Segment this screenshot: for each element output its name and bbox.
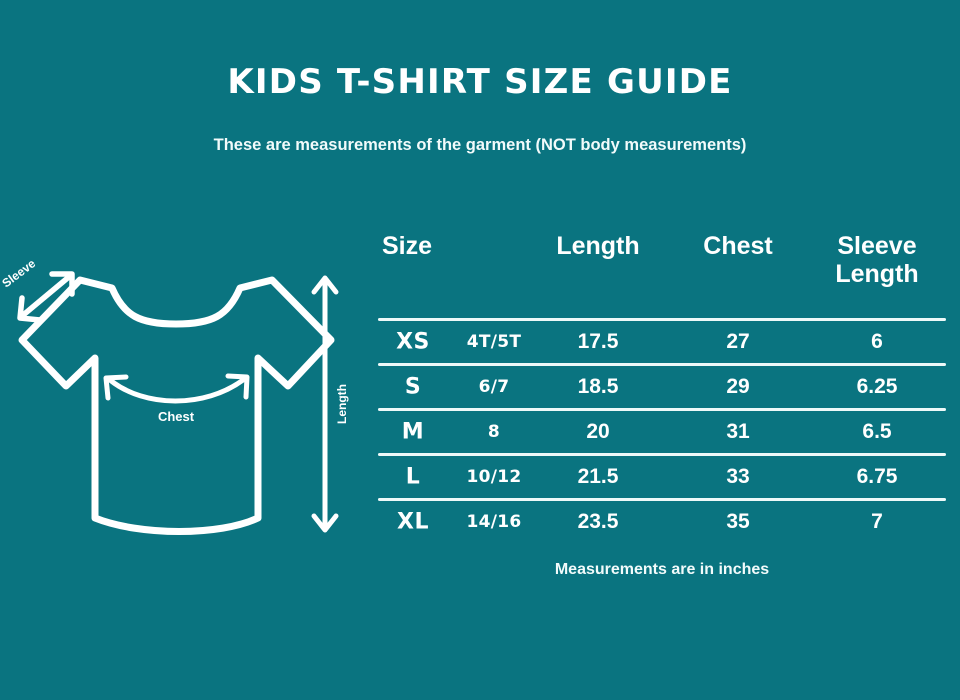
chest-label: Chest: [158, 409, 195, 424]
table-row: S 6/7 18.5 29 6.25: [378, 366, 946, 409]
table-row: L 10/12 21.5 33 6.75: [378, 456, 946, 499]
column-header-sleeve-length: Sleeve Length: [835, 232, 919, 288]
cell-alt-size: 4T/5T: [466, 331, 522, 352]
sleeve-arrow-icon: [17, 271, 75, 323]
length-arrow-icon: [311, 275, 339, 533]
table-divider: [378, 453, 946, 456]
cell-chest: 35: [726, 510, 750, 534]
cell-sleeve-length: 7: [871, 510, 883, 534]
cell-length: 23.5: [577, 510, 619, 534]
cell-size: S: [404, 374, 422, 400]
cell-chest: 27: [726, 329, 750, 353]
column-header-size: Size: [382, 232, 433, 260]
cell-alt-size: 14/16: [466, 512, 522, 533]
cell-chest: 31: [726, 420, 750, 444]
table-row: M 8 20 31 6.5: [378, 411, 946, 454]
cell-size: L: [405, 464, 421, 490]
chest-arrow-icon: [103, 373, 250, 404]
cell-sleeve-length: 6.75: [856, 465, 898, 489]
column-header-chest: Chest: [703, 232, 773, 260]
table-divider: [378, 318, 946, 321]
page-title: KIDS T-SHIRT SIZE GUIDE: [227, 62, 733, 102]
table-body: XS 4T/5T 17.5 27 6 S 6/7 18.5 29 6.25 M …: [378, 318, 946, 543]
table-divider: [378, 363, 946, 366]
cell-size: M: [401, 419, 425, 445]
measurements-footnote: Measurements are in inches: [554, 561, 770, 578]
table-row: XS 4T/5T 17.5 27 6: [378, 321, 946, 364]
column-header-length: Length: [556, 232, 640, 260]
cell-sleeve-length: 6.25: [856, 374, 898, 398]
cell-alt-size: 6/7: [478, 376, 510, 397]
cell-size: XS: [396, 329, 430, 355]
cell-alt-size: 8: [487, 422, 501, 443]
cell-size: XL: [397, 509, 429, 535]
cell-chest: 29: [726, 374, 750, 398]
table-row: XL 14/16 23.5 35 7: [378, 501, 946, 544]
table-divider: [378, 408, 946, 411]
cell-sleeve-length: 6: [871, 329, 883, 353]
length-label: Length: [335, 384, 349, 424]
page-subtitle: These are measurements of the garment (N…: [213, 136, 747, 154]
cell-length: 18.5: [577, 374, 619, 398]
cell-alt-size: 10/12: [466, 467, 522, 488]
table-header-row: Size Length Chest Sleeve Length: [378, 226, 946, 318]
cell-length: 20: [586, 420, 610, 444]
size-table: Size Length Chest Sleeve Length XS 4T/5T…: [378, 226, 946, 543]
cell-sleeve-length: 6.5: [862, 420, 892, 444]
cell-length: 17.5: [577, 329, 619, 353]
sleeve-label: Sleeve: [0, 258, 38, 290]
tshirt-diagram: Sleeve Chest Length: [0, 258, 370, 548]
cell-chest: 33: [726, 465, 750, 489]
table-divider: [378, 498, 946, 501]
cell-length: 21.5: [577, 465, 619, 489]
